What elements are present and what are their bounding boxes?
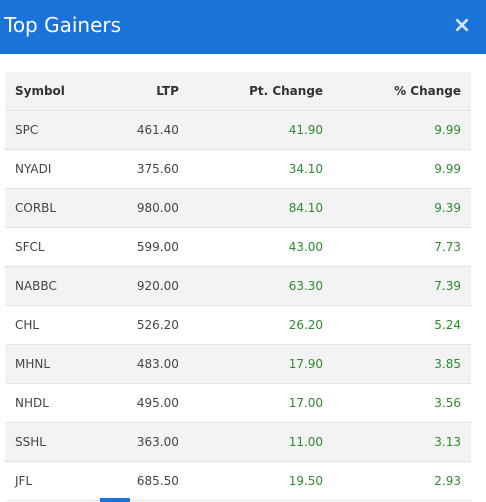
ltp-cell: 461.40 [99,110,189,150]
symbol-cell: NABBC [5,266,100,306]
pct-change-cell: 2.93 [333,461,471,501]
table-row[interactable]: CHL 526.20 26.20 5.24 [5,305,471,345]
pct-change-cell: 3.13 [333,422,471,462]
pt-change-cell: 19.50 [188,461,334,501]
ltp-cell: 495.00 [99,383,189,423]
symbol-cell: CHL [5,305,100,345]
pt-change-cell: 63.30 [188,266,334,306]
ltp-cell: 599.00 [99,227,189,267]
pct-change-cell: 9.99 [333,110,471,150]
pt-change-cell: 17.90 [188,344,334,384]
symbol-cell: CORBL [5,188,100,228]
table-row[interactable]: SSHL 363.00 11.00 3.13 [5,422,471,462]
pt-change-cell: 11.00 [188,422,334,462]
symbol-cell: MHNL [5,344,100,384]
symbol-cell: SFCL [5,227,100,267]
pct-change-cell: 3.85 [333,344,471,384]
table-row[interactable]: NHDL 495.00 17.00 3.56 [5,383,471,423]
column-header-ltp[interactable]: LTP [99,72,189,111]
pt-change-cell: 43.00 [188,227,334,267]
table-row[interactable]: NABBC 920.00 63.30 7.39 [5,266,471,306]
pt-change-cell: 17.00 [188,383,334,423]
pt-change-cell: 26.20 [188,305,334,345]
table-row[interactable]: CORBL 980.00 84.10 9.39 [5,188,471,228]
close-icon[interactable]: × [452,13,472,38]
ltp-cell: 375.60 [99,149,189,189]
pt-change-cell: 84.10 [188,188,334,228]
table-row[interactable]: SPC 461.40 41.90 9.99 [5,110,471,150]
ltp-cell: 920.00 [99,266,189,306]
ltp-cell: 483.00 [99,344,189,384]
modal-header: Top Gainers × [0,0,486,54]
ltp-cell: 685.50 [99,461,189,501]
column-header-pct-change[interactable]: % Change [333,72,471,111]
pct-change-cell: 5.24 [333,305,471,345]
column-header-pt-change[interactable]: Pt. Change [188,72,334,111]
ltp-cell: 363.00 [99,422,189,462]
table-row[interactable]: JFL 685.50 19.50 2.93 [5,461,471,501]
gainers-table: Symbol LTP Pt. Change % Change SPC 461.40… [5,72,471,501]
pct-change-cell: 7.39 [333,266,471,306]
pct-change-cell: 9.99 [333,149,471,189]
table-header-row: Symbol LTP Pt. Change % Change [5,72,471,111]
pt-change-cell: 41.90 [188,110,334,150]
symbol-cell: NYADI [5,149,100,189]
ltp-cell: 526.20 [99,305,189,345]
table-body: SPC 461.40 41.90 9.99 NYADI 375.60 34.10 9.99 CO… [5,110,471,501]
pct-change-cell: 3.56 [333,383,471,423]
symbol-cell: NHDL [5,383,100,423]
table-row[interactable]: SFCL 599.00 43.00 7.73 [5,227,471,267]
ltp-cell: 980.00 [99,188,189,228]
scroll-indicator[interactable] [100,498,130,502]
table-row[interactable]: MHNL 483.00 17.90 3.85 [5,344,471,384]
column-header-symbol[interactable]: Symbol [5,72,100,111]
symbol-cell: SPC [5,110,100,150]
table-row[interactable]: NYADI 375.60 34.10 9.99 [5,149,471,189]
pct-change-cell: 7.73 [333,227,471,267]
symbol-cell: SSHL [5,422,100,462]
pct-change-cell: 9.39 [333,188,471,228]
pt-change-cell: 34.10 [188,149,334,189]
modal-title: Top Gainers [4,13,122,37]
symbol-cell: JFL [5,461,100,501]
gainers-table-container: Symbol LTP Pt. Change % Change SPC 461.40… [5,72,471,501]
